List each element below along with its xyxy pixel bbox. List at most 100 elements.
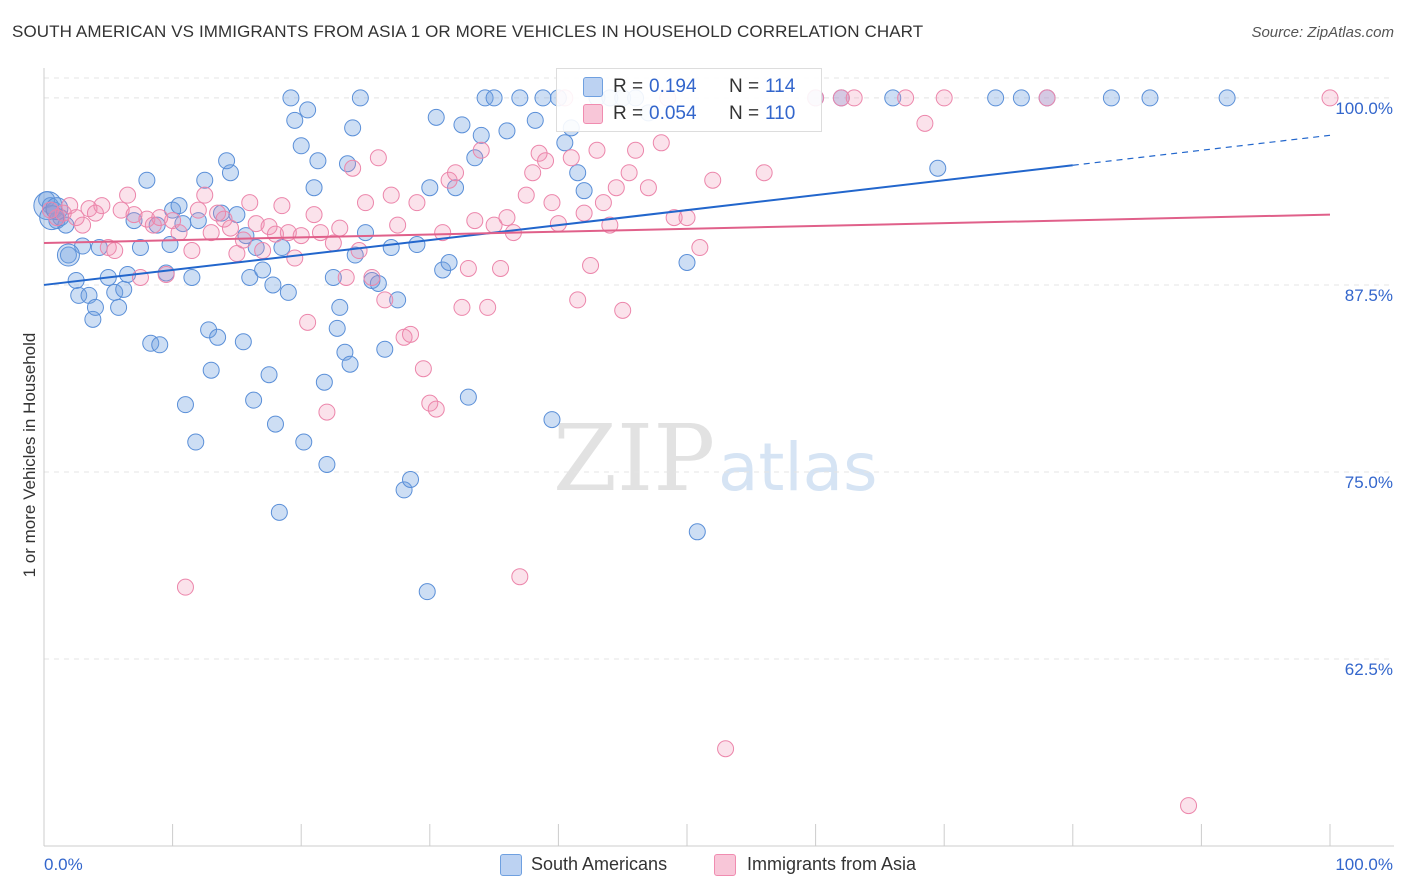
- point-south-americans: [884, 89, 902, 107]
- legend-n-value: 114: [765, 76, 796, 97]
- point-south-americans: [299, 101, 317, 119]
- point-immigrants-asia: [466, 212, 484, 230]
- point-south-americans: [309, 152, 327, 170]
- point-south-americans: [543, 411, 561, 429]
- point-south-americans: [472, 126, 490, 144]
- point-south-americans: [498, 122, 516, 140]
- point-south-americans: [357, 224, 374, 242]
- point-south-americans: [395, 481, 413, 499]
- point-immigrants-asia: [627, 141, 645, 159]
- point-immigrants-asia: [652, 134, 670, 152]
- point-immigrants-asia: [575, 204, 593, 222]
- point-south-americans: [1218, 89, 1236, 107]
- point-south-americans: [421, 179, 439, 197]
- point-immigrants-asia: [286, 249, 304, 267]
- point-south-americans: [151, 336, 169, 354]
- bottom-legend-swatch-blue: [500, 854, 522, 876]
- point-south-americans: [328, 319, 346, 337]
- point-immigrants-asia: [607, 179, 625, 197]
- point-south-americans: [270, 503, 288, 521]
- point-south-americans: [929, 159, 947, 177]
- point-immigrants-asia: [421, 394, 439, 412]
- point-south-americans: [453, 116, 471, 134]
- point-immigrants-asia: [221, 219, 239, 237]
- stats-legend: R = 0.194 N = 114 R = 0.054 N = 110: [556, 68, 822, 132]
- point-south-americans: [440, 254, 458, 271]
- point-immigrants-asia: [524, 164, 542, 182]
- point-south-americans: [187, 433, 205, 451]
- point-south-americans: [344, 119, 362, 137]
- point-immigrants-asia: [459, 259, 477, 277]
- point-immigrants-asia: [344, 159, 362, 177]
- point-immigrants-asia: [369, 149, 387, 167]
- point-immigrants-asia: [119, 186, 137, 204]
- point-immigrants-asia: [350, 242, 368, 260]
- point-south-americans: [260, 366, 278, 384]
- point-immigrants-asia: [209, 204, 227, 222]
- point-immigrants-asia: [614, 301, 632, 319]
- point-immigrants-asia: [183, 242, 201, 260]
- point-immigrants-asia: [382, 186, 400, 204]
- point-immigrants-asia: [1180, 797, 1198, 815]
- point-immigrants-asia: [582, 256, 600, 274]
- point-south-americans: [382, 239, 400, 257]
- point-immigrants-asia: [691, 239, 709, 257]
- point-south-americans: [202, 361, 220, 379]
- point-south-americans-large: [56, 243, 80, 267]
- legend-swatch-pink: [583, 104, 603, 124]
- point-immigrants-asia: [1321, 89, 1339, 107]
- point-south-americans: [408, 236, 426, 254]
- point-immigrants-asia: [479, 298, 497, 316]
- point-immigrants-asia: [363, 268, 381, 286]
- point-south-americans: [1012, 89, 1030, 107]
- legend-r-label: R =: [613, 76, 644, 97]
- point-south-americans: [86, 298, 104, 316]
- point-immigrants-asia: [447, 164, 465, 182]
- point-immigrants-asia: [492, 259, 510, 277]
- point-immigrants-asia: [543, 194, 561, 212]
- point-immigrants-asia: [151, 209, 169, 227]
- point-immigrants-asia: [215, 210, 233, 228]
- point-south-americans: [556, 134, 574, 152]
- point-immigrants-asia: [292, 227, 310, 245]
- point-south-americans: [292, 137, 310, 155]
- point-immigrants-asia: [755, 164, 773, 182]
- point-south-americans: [295, 433, 313, 451]
- watermark-zip: ZIP: [553, 405, 715, 512]
- y-tick-label: 87.5%: [1345, 286, 1393, 305]
- point-immigrants-asia: [897, 89, 915, 107]
- point-immigrants-asia: [131, 268, 149, 286]
- source-label: Source: ZipAtlas.com: [1251, 24, 1394, 41]
- legend-r-value: 0.194: [649, 76, 697, 97]
- point-immigrants-asia: [434, 224, 452, 242]
- trendline-south-americans: [43, 164, 1073, 286]
- point-south-americans: [351, 89, 369, 107]
- legend-swatch-blue: [583, 77, 603, 97]
- point-immigrants-asia: [935, 89, 953, 107]
- point-south-americans: [569, 164, 587, 182]
- legend-r-value: 0.054: [649, 103, 697, 124]
- point-south-americans: [115, 280, 133, 298]
- point-south-americans: [318, 455, 336, 473]
- bottom-legend-label: Immigrants from Asia: [747, 854, 917, 874]
- point-immigrants-asia: [472, 141, 490, 159]
- point-immigrants-asia: [337, 268, 355, 286]
- point-immigrants-asia: [93, 197, 111, 215]
- point-immigrants-asia: [588, 141, 606, 159]
- point-south-americans: [511, 89, 529, 107]
- point-immigrants-asia: [402, 325, 420, 343]
- x-tick-label: 0.0%: [44, 855, 83, 874]
- point-south-americans: [209, 328, 227, 346]
- point-immigrants-asia: [562, 149, 580, 167]
- point-immigrants-asia: [517, 186, 535, 204]
- point-immigrants-asia: [273, 197, 291, 215]
- point-south-americans: [534, 89, 552, 107]
- point-immigrants-asia: [408, 194, 426, 212]
- legend-r-label: R =: [613, 103, 644, 124]
- point-south-americans: [279, 283, 297, 301]
- point-immigrants-asia: [331, 219, 349, 237]
- point-immigrants-asia: [376, 291, 394, 309]
- legend-row-immigrants-asia: R = 0.054 N = 110: [557, 100, 821, 128]
- point-immigrants-asia: [620, 164, 638, 182]
